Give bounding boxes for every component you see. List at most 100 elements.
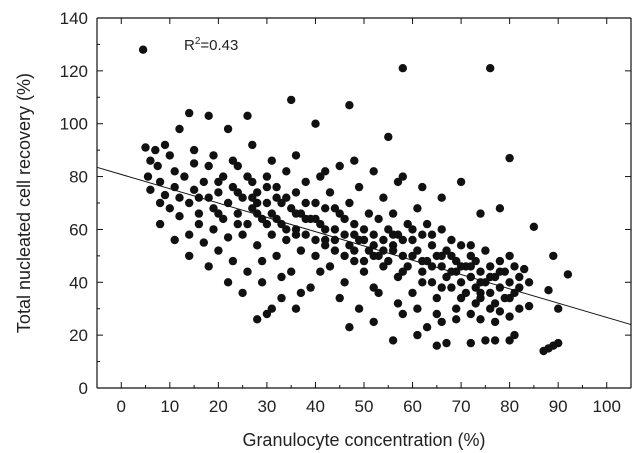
data-point bbox=[359, 267, 369, 276]
data-point bbox=[151, 145, 160, 155]
data-point bbox=[350, 246, 359, 255]
data-point bbox=[359, 225, 369, 234]
data-point bbox=[549, 251, 558, 261]
data-point bbox=[214, 246, 223, 255]
x-tick-label: 90 bbox=[549, 397, 568, 416]
data-point bbox=[311, 119, 320, 128]
data-point bbox=[291, 230, 301, 239]
data-point bbox=[228, 156, 238, 165]
data-point bbox=[316, 172, 325, 181]
data-point bbox=[471, 256, 480, 266]
data-point bbox=[301, 177, 310, 187]
data-point bbox=[495, 256, 505, 266]
y-tick-label: 100 bbox=[60, 115, 88, 134]
data-point bbox=[505, 251, 514, 261]
axis-ticks: 0 10 20 30 40 50 60 70 80 90 100 0 20 40 60 80 100 120 140 bbox=[60, 9, 631, 416]
r-squared-annotation: R2=0.43 bbox=[184, 36, 238, 54]
data-point bbox=[262, 198, 272, 208]
data-point bbox=[143, 172, 153, 181]
data-point bbox=[413, 330, 422, 340]
data-point bbox=[257, 256, 267, 266]
data-point bbox=[481, 246, 490, 255]
data-point bbox=[476, 267, 485, 276]
data-point bbox=[160, 140, 170, 150]
data-point bbox=[490, 336, 500, 345]
data-point bbox=[413, 246, 422, 255]
data-point bbox=[369, 317, 378, 327]
data-point bbox=[418, 267, 427, 276]
data-point bbox=[223, 124, 233, 134]
data-point bbox=[243, 219, 252, 229]
y-tick-label: 40 bbox=[69, 273, 88, 292]
data-point bbox=[185, 198, 194, 208]
data-point bbox=[253, 315, 262, 324]
data-point bbox=[364, 209, 374, 218]
data-point bbox=[398, 309, 407, 319]
data-point bbox=[238, 288, 247, 298]
data-point bbox=[248, 193, 257, 202]
data-point bbox=[456, 293, 466, 303]
data-point bbox=[141, 143, 150, 152]
data-point bbox=[398, 267, 407, 276]
data-point bbox=[233, 209, 242, 218]
data-point bbox=[476, 315, 485, 324]
data-point bbox=[223, 233, 233, 242]
data-point bbox=[170, 235, 179, 245]
data-point bbox=[199, 177, 208, 187]
data-point bbox=[253, 209, 262, 218]
data-point bbox=[427, 230, 437, 239]
data-point bbox=[510, 262, 519, 271]
data-point bbox=[321, 204, 330, 213]
data-point bbox=[452, 304, 461, 313]
data-point bbox=[209, 151, 218, 160]
data-point bbox=[437, 225, 446, 234]
regression-line bbox=[96, 166, 632, 326]
data-point bbox=[185, 230, 194, 239]
data-point bbox=[165, 204, 174, 213]
y-tick-label: 80 bbox=[69, 168, 88, 187]
data-point bbox=[301, 230, 310, 239]
data-point bbox=[408, 251, 417, 261]
data-point bbox=[393, 299, 403, 308]
data-point bbox=[243, 267, 252, 276]
data-points bbox=[138, 45, 573, 356]
data-point bbox=[379, 262, 388, 271]
data-point bbox=[340, 214, 349, 224]
data-point bbox=[505, 312, 514, 321]
data-point bbox=[146, 185, 155, 194]
data-point bbox=[505, 278, 514, 287]
data-point bbox=[282, 167, 291, 176]
x-tick-label: 40 bbox=[306, 397, 325, 416]
data-point bbox=[447, 235, 456, 245]
data-point bbox=[437, 251, 446, 261]
data-point bbox=[189, 145, 199, 155]
data-point bbox=[301, 198, 310, 208]
data-point bbox=[335, 293, 344, 303]
data-point bbox=[153, 161, 162, 171]
data-point bbox=[253, 188, 262, 197]
data-point bbox=[277, 272, 286, 282]
data-point bbox=[321, 167, 330, 176]
data-point bbox=[350, 156, 359, 165]
data-point bbox=[486, 262, 495, 271]
data-point bbox=[388, 209, 398, 218]
data-point bbox=[398, 251, 407, 261]
data-point bbox=[510, 330, 519, 340]
data-point bbox=[408, 288, 417, 298]
data-point bbox=[296, 288, 306, 298]
data-point bbox=[233, 219, 242, 229]
data-point bbox=[408, 235, 417, 245]
data-point bbox=[311, 235, 320, 245]
data-point bbox=[432, 309, 441, 319]
data-point bbox=[476, 209, 485, 218]
data-point bbox=[432, 341, 441, 350]
data-point bbox=[325, 188, 335, 197]
data-point bbox=[185, 108, 194, 118]
data-point bbox=[427, 241, 437, 250]
data-point bbox=[466, 309, 475, 319]
data-point bbox=[515, 283, 524, 292]
data-point bbox=[476, 278, 485, 287]
data-point bbox=[340, 278, 349, 287]
data-point bbox=[204, 161, 213, 171]
